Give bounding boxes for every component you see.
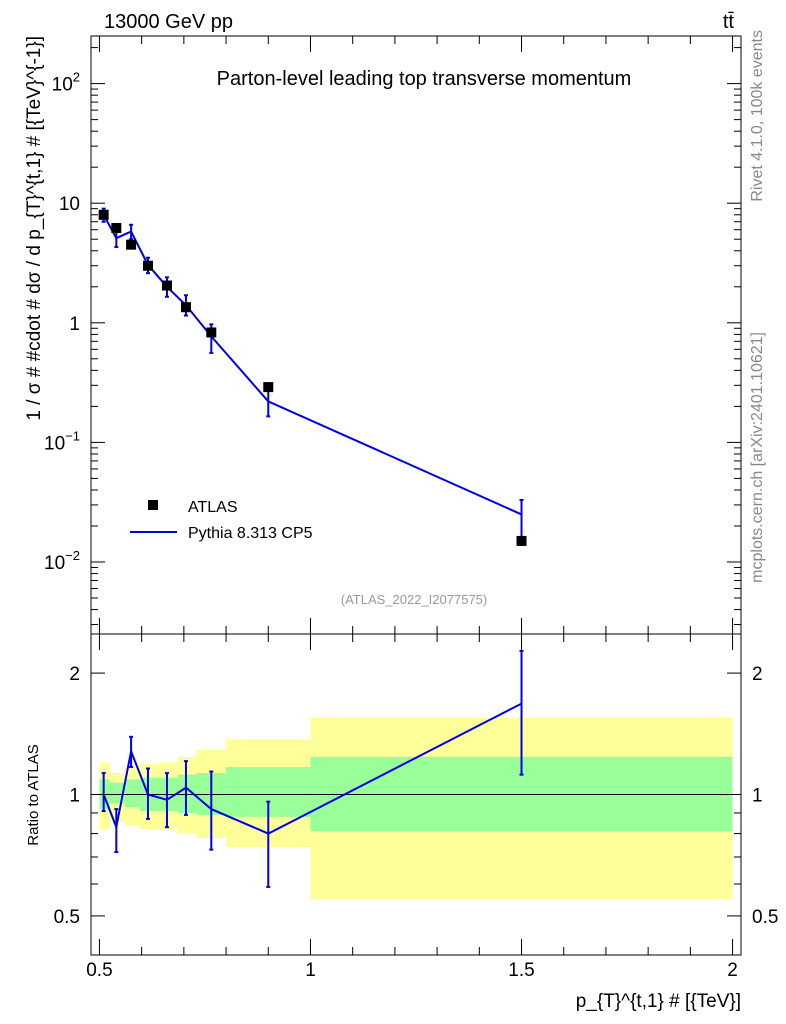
source-reference-label: mcplots.cern.ch [arXiv:2401.10621] [749,332,766,583]
atlas-data-point [180,302,191,313]
header-process-label: tt̄ [723,11,735,33]
ratio-x-tick-label: 1.5 [508,960,534,981]
atlas-data-point [111,223,122,234]
atlas-data-point [142,260,153,271]
legend: ATLAS Pythia 8.313 CP5 [130,499,313,542]
legend-atlas-marker [148,500,158,510]
main-panel-axes: 10−2 10−1 1 10 102 [44,36,741,634]
main-watermark: (ATLAS_2022_I2077575) [341,592,487,607]
main-y-tick-label: 10−2 [44,548,80,574]
atlas-data-point [263,382,274,393]
ratio-y-tick-label-right: 0.5 [752,907,778,928]
header-energy-label: 13000 GeV pp [104,11,233,33]
pythia-line [102,214,522,516]
ratio-y-tick-label-right: 2 [752,664,763,685]
ratio-y-tick-label: 1 [69,786,80,807]
x-axis-label: p_{T}^{t,1} # [{TeV}] [576,991,741,1012]
main-y-tick-label: 10−1 [44,428,80,454]
ratio-y-axis-label: Ratio to ATLAS [25,744,42,845]
atlas-data-point [161,280,172,291]
main-panel-frame [90,35,742,635]
legend-atlas-label: ATLAS [188,499,238,516]
main-chart-title: Parton-level leading top transverse mome… [217,68,632,90]
ratio-panel-bands [91,717,741,900]
ratio-panel-axes: 0.5 0.5 1 1 2 2 0.5 1 1.5 2 [54,634,778,981]
rivet-version-label: Rivet 4.1.0, 100k events [749,30,766,202]
main-y-tick-label: 102 [52,70,80,96]
ratio-y-tick-label: 0.5 [54,907,80,928]
ratio-band-inner [177,774,197,813]
atlas-data-point [126,239,137,250]
main-panel: 10−2 10−1 1 10 102 Parton-level leading top … [24,35,742,635]
ratio-y-tick-label-right: 1 [752,786,763,807]
ratio-x-tick-label: 2 [727,960,738,981]
main-y-tick-label: 1 [69,314,80,335]
atlas-data-point [516,535,527,546]
main-y-tick-label: 10 [59,194,80,215]
ratio-panel: 0.5 0.5 1 1 2 2 0.5 1 1.5 2 Ratio to ATLAS p_{T}^… [25,633,778,1012]
ratio-panel-series [101,649,524,888]
main-panel-series [98,207,527,546]
ratio-x-tick-label: 1 [305,960,316,981]
legend-pythia-label: Pythia 8.313 CP5 [188,525,313,542]
main-y-axis-label: 1 / σ # #cdot # dσ / d p_{T}^{t,1} # [{T… [24,36,45,421]
ratio-band-inner [124,779,140,808]
ratio-x-tick-label: 0.5 [86,960,112,981]
atlas-data-point [98,209,109,220]
atlas-data-point [206,327,217,338]
ratio-y-tick-label: 2 [69,664,80,685]
ratio-panel-frame [90,633,742,956]
